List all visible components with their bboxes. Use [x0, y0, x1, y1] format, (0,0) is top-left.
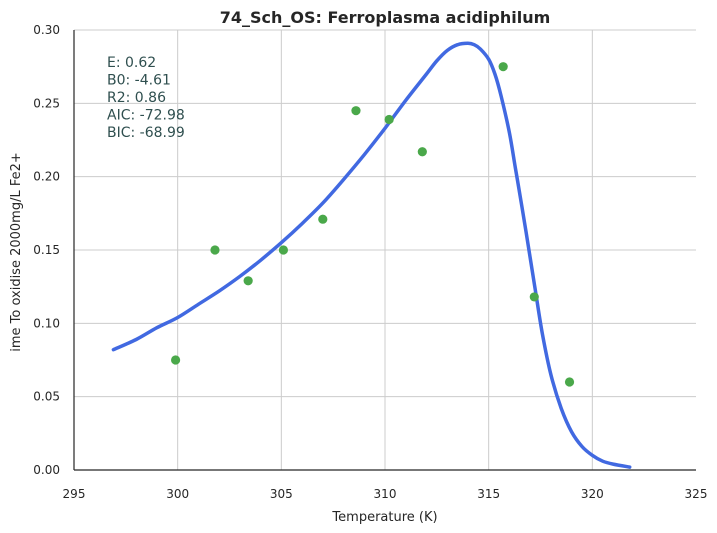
x-tick-label: 295: [63, 487, 86, 501]
fit-stat-line: E: 0.62: [107, 55, 156, 71]
data-points-layer: [170, 62, 575, 387]
y-tick-label: 0.20: [33, 170, 60, 184]
x-tick-label: 325: [685, 487, 708, 501]
fit-curve-layer: [111, 41, 632, 469]
chart-title: 74_Sch_OS: Ferroplasma acidiphilum: [220, 8, 551, 27]
y-tick-label: 0.25: [33, 96, 60, 110]
data-point: [318, 214, 328, 224]
y-axis-label: ime To oxidise 2000mg/L Fe2+: [9, 152, 24, 352]
axes: [73, 30, 696, 471]
x-tick-label: 305: [270, 487, 293, 501]
data-point: [498, 62, 508, 72]
x-tick-label: 300: [166, 487, 189, 501]
x-axis-label: Temperature (K): [331, 510, 437, 525]
y-tick-label: 0.15: [33, 243, 60, 257]
data-point: [417, 147, 427, 157]
fit-stat-line: BIC: -68.99: [107, 125, 185, 141]
tick-labels: 295 300 305 310 315 320 325 0.00 0.05 0.10 0.15 0.2…: [33, 23, 707, 501]
data-point: [170, 355, 181, 365]
y-tick-label: 0.30: [33, 23, 60, 37]
data-point: [564, 377, 575, 387]
y-tick-label: 0.05: [33, 390, 60, 404]
y-tick-label: 0.10: [33, 316, 60, 330]
y-tick-label: 0.00: [33, 463, 60, 477]
fit-stat-line: B0: -4.61: [107, 73, 171, 89]
data-point: [529, 292, 539, 302]
data-point: [384, 114, 394, 125]
x-tick-label: 320: [581, 487, 604, 501]
fit-stat-line: R2: 0.86: [107, 90, 166, 106]
data-point: [243, 276, 253, 286]
fit-curve-line: [111, 41, 632, 469]
fit-stat-line: AIC: -72.98: [107, 108, 185, 124]
data-point: [351, 106, 361, 116]
x-tick-label: 315: [477, 487, 500, 501]
x-tick-label: 310: [374, 487, 397, 501]
data-point: [210, 245, 220, 255]
data-point: [278, 245, 289, 255]
